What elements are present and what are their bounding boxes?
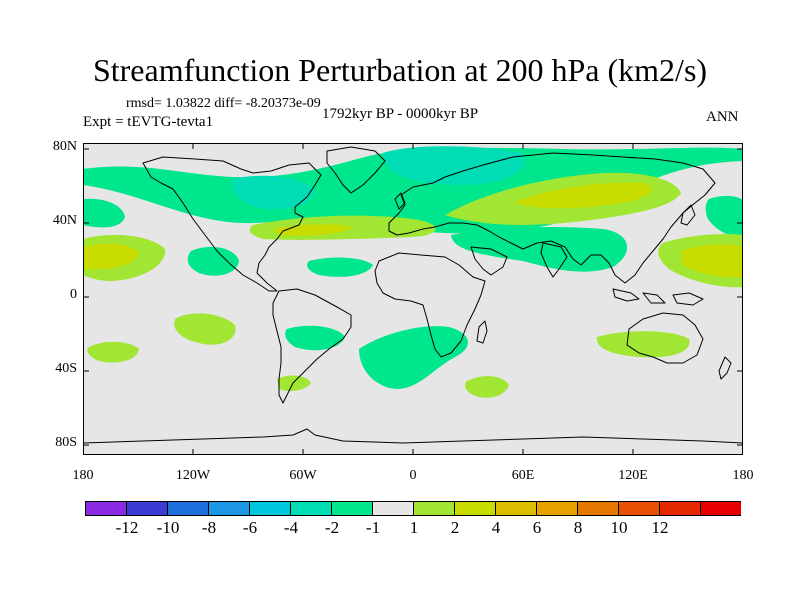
lon-label-180w: 180: [72, 468, 94, 483]
contour-fill: [465, 376, 509, 398]
colorbar-label: 8: [573, 518, 583, 537]
lat-label-80s: 80S: [55, 435, 77, 450]
coastline-africa: [374, 252, 486, 358]
season-label: ANN: [706, 109, 739, 125]
contour-fill: [187, 246, 239, 276]
contour-fill: [83, 198, 125, 228]
colorbar-box: [577, 501, 619, 516]
colorbar-box: [372, 501, 414, 516]
lon-label-180e: 180: [732, 468, 754, 483]
plot-title: Streamfunction Perturbation at 200 hPa (…: [92, 52, 708, 88]
contour-fill: [359, 326, 468, 389]
colorbar-label: 1: [409, 518, 419, 537]
coastline-eurasia: [388, 152, 716, 284]
colorbar-label: -6: [242, 518, 258, 537]
colorbar-box: [618, 501, 660, 516]
colorbar-box: [495, 501, 537, 516]
colorbar-box: [454, 501, 496, 516]
lon-label-0: 0: [409, 468, 417, 483]
colorbar-box: [659, 501, 701, 516]
colorbar-label: 4: [491, 518, 501, 537]
coastlines: [83, 146, 743, 444]
lon-label-60w: 60W: [289, 468, 317, 483]
contour-fill: [681, 244, 743, 278]
colorbar-label: 2: [450, 518, 460, 537]
coastline-madagascar: [476, 320, 488, 344]
colorbar-box: [331, 501, 373, 516]
colorbar-box: [208, 501, 250, 516]
contour-fill: [451, 227, 628, 272]
colorbar-label: 6: [532, 518, 542, 537]
colorbar-label: 12: [651, 518, 669, 537]
experiment-label: Expt = tEVTG-tevta1: [83, 114, 214, 130]
coastline-japan: [680, 204, 696, 226]
colorbar-box: [85, 501, 127, 516]
coastline-new-zealand: [718, 356, 732, 380]
coastline-antarctica: [83, 428, 743, 444]
contour-fill: [285, 325, 345, 351]
colorbar-label: -1: [365, 518, 381, 537]
coastline-arabia: [470, 246, 508, 276]
coastline-north-america: [142, 156, 322, 292]
contour-fill: [87, 341, 139, 363]
lon-label-60e: 60E: [511, 468, 535, 483]
colorbar-box: [249, 501, 291, 516]
contour-fill: [307, 257, 373, 277]
coastline-india: [540, 242, 568, 278]
colorbar-box: [167, 501, 209, 516]
streamfunction-map: [83, 143, 743, 455]
colorbar-box: [536, 501, 578, 516]
colorbar-label: 10: [610, 518, 628, 537]
colorbar-boxes: [85, 501, 741, 516]
colorbar-box: [700, 501, 741, 516]
contour-fill: [596, 331, 690, 358]
contour-fill: [174, 313, 236, 345]
colorbar-label: -4: [283, 518, 299, 537]
colorbar-box: [126, 501, 168, 516]
coastline-south-america: [272, 288, 352, 404]
colorbar-label: -10: [156, 518, 180, 537]
axis-ticks: [83, 143, 743, 455]
coastline-british-isles: [394, 192, 406, 210]
stats-line: rmsd= 1.03822 diff= -8.20373e-09: [126, 96, 321, 111]
lat-label-40s: 40S: [55, 361, 77, 376]
colorbar: [85, 501, 741, 516]
colorbar-label: -8: [201, 518, 217, 537]
colorbar-label: -12: [115, 518, 139, 537]
contour-fill: [513, 182, 652, 209]
contour-fill: [383, 146, 525, 185]
colorbar-box: [290, 501, 332, 516]
colorbar-label: -2: [324, 518, 340, 537]
lat-label-40n: 40N: [52, 213, 77, 228]
lon-label-120e: 120E: [618, 468, 648, 483]
lon-label-120w: 120W: [175, 468, 211, 483]
coastline-indonesia: [612, 288, 704, 306]
coastline-greenland: [326, 146, 386, 194]
contour-fill: [83, 243, 139, 270]
colorbar-box: [413, 501, 455, 516]
lat-label-80n: 80N: [52, 139, 77, 154]
contour-fill: [705, 195, 743, 238]
period-label: 1792kyr BP - 0000kyr BP: [322, 106, 479, 122]
contour-fill: [277, 375, 311, 391]
contour-fill: [232, 175, 314, 210]
coastline-australia: [626, 312, 704, 364]
lat-label-0: 0: [70, 287, 77, 302]
